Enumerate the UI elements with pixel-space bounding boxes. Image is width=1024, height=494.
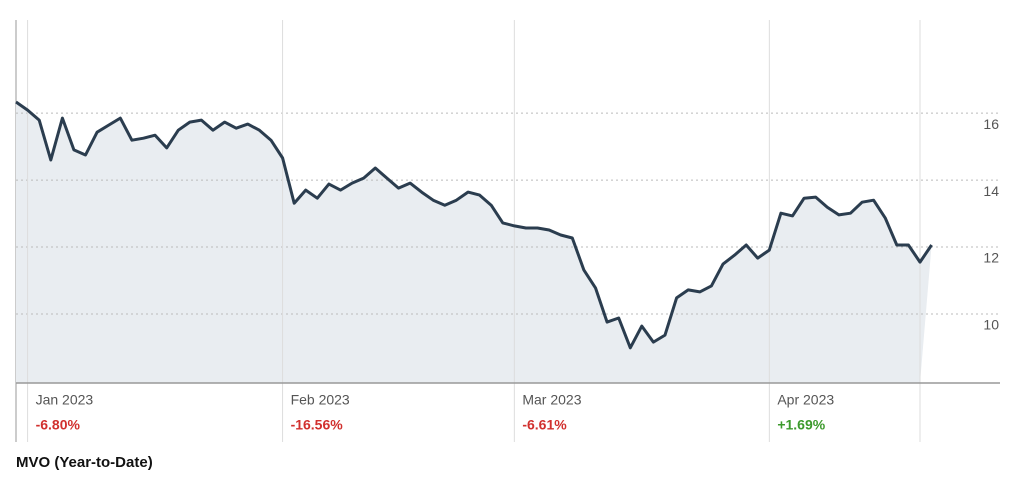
chart-title: MVO (Year-to-Date) [16, 454, 153, 471]
y-tick-label: 16 [983, 116, 999, 132]
price-line [15, 100, 933, 350]
y-tick-label: 14 [983, 183, 999, 199]
y-tick-label: 12 [983, 250, 999, 266]
x-tick-label: Apr 2023 [777, 392, 834, 408]
month-change: -6.61% [522, 417, 567, 433]
month-change: -6.80% [36, 417, 81, 433]
month-change: +1.69% [777, 417, 825, 433]
y-tick-label: 10 [983, 317, 999, 333]
area-fill [16, 102, 932, 383]
x-tick-label: Jan 2023 [36, 392, 94, 408]
x-tick-label: Mar 2023 [522, 392, 581, 408]
month-change: -16.56% [291, 417, 344, 433]
x-tick-label: Feb 2023 [291, 392, 350, 408]
